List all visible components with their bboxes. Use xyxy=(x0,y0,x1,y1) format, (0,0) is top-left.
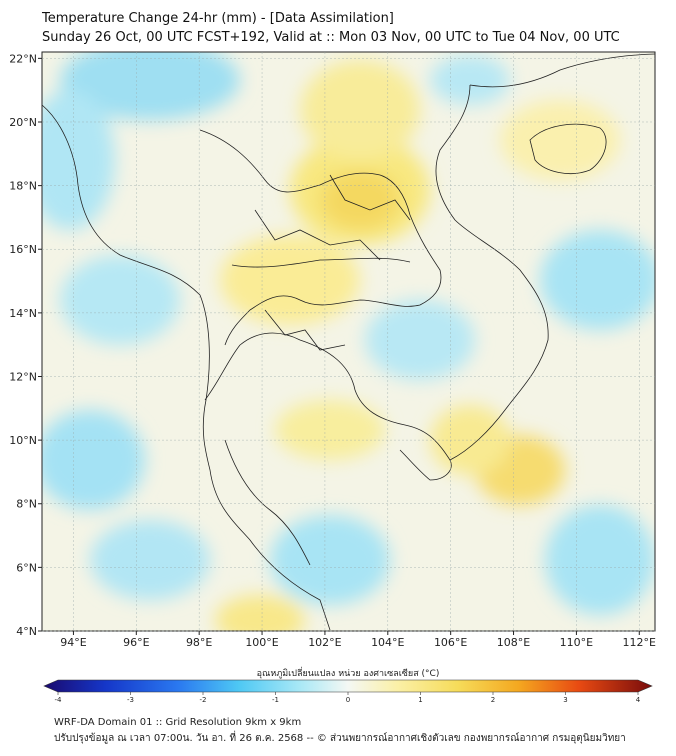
country-borders xyxy=(199,129,442,346)
lat-tick-label: 18°N xyxy=(9,180,37,193)
colorbar-tick-label: 0 xyxy=(346,696,350,704)
lat-tick-label: 22°N xyxy=(9,52,37,65)
hot-anomaly xyxy=(320,170,400,230)
colorbar-tick-label: 2 xyxy=(491,696,495,704)
colorbar xyxy=(43,679,653,693)
cold-anomaly xyxy=(430,55,510,105)
cold-anomaly xyxy=(60,255,180,345)
coastline-vietnam xyxy=(435,84,549,461)
cold-anomaly xyxy=(90,520,210,600)
coastline-hainan xyxy=(529,123,607,174)
colorbar-ticks: -4 -3 -2 -1 0 1 2 3 4 xyxy=(55,692,641,704)
warm-anomaly xyxy=(275,400,385,460)
footer-credit: ปรับปรุงข้อมูล ณ เวลา 07:00น. วัน อา. ที… xyxy=(54,733,626,744)
lon-tick-label: 110°E xyxy=(560,636,593,649)
lon-tick-label: 106°E xyxy=(434,636,467,649)
map-title: Temperature Change 24-hr (mm) - [Data As… xyxy=(42,11,394,26)
lat-tick-label: 12°N xyxy=(9,370,37,383)
coastline-west xyxy=(42,104,331,631)
cold-anomaly xyxy=(60,52,240,120)
lat-tick-label: 6°N xyxy=(16,561,37,574)
lat-tick-label: 14°N xyxy=(9,307,37,320)
cold-anomaly xyxy=(42,90,115,230)
coastline-gulf xyxy=(204,332,452,481)
footer-model-info: WRF-DA Domain 01 :: Grid Resolution 9km … xyxy=(54,717,302,728)
cold-anomaly xyxy=(270,515,390,605)
lat-tick-label: 10°N xyxy=(9,434,37,447)
lat-tick-label: 16°N xyxy=(9,243,37,256)
map-subtitle: Sunday 26 Oct, 00 UTC FCST+192, Valid at… xyxy=(42,30,620,45)
colorbar-tick-label: -2 xyxy=(200,696,207,704)
lat-tick-label: 20°N xyxy=(9,116,37,129)
province-borders xyxy=(231,257,411,268)
colorbar-tick-label: 1 xyxy=(418,696,422,704)
province-borders xyxy=(254,209,381,261)
colorbar-tick-label: 3 xyxy=(563,696,567,704)
lon-tick-label: 102°E xyxy=(308,636,341,649)
plot-frame xyxy=(41,51,656,632)
latitude-ticks: 4°N 6°N 8°N 10°N 12°N 14°N 16°N 18°N 20°N 22°N xyxy=(9,52,42,638)
lon-tick-label: 94°E xyxy=(60,636,86,649)
lat-tick-label: 4°N xyxy=(16,625,37,638)
province-borders xyxy=(264,309,346,351)
warm-anomaly xyxy=(500,100,620,180)
longitude-ticks: 94°E 96°E 98°E 100°E 102°E 104°E 106°E 108°E 110… xyxy=(60,631,656,649)
graticule xyxy=(42,52,655,632)
colorbar-title: อุณหภูมิเปลี่ยนแปลง หน่วย องศาเซลเซียส (… xyxy=(257,666,440,679)
warm-anomaly xyxy=(220,235,360,325)
coastline-south-china xyxy=(469,53,655,88)
lon-tick-label: 104°E xyxy=(371,636,404,649)
warm-anomaly xyxy=(300,60,420,160)
lat-tick-label: 8°N xyxy=(16,498,37,511)
coastlines-and-borders xyxy=(42,53,655,631)
cold-anomaly xyxy=(540,230,655,330)
lon-tick-label: 108°E xyxy=(497,636,530,649)
province-borders xyxy=(329,174,411,221)
lon-tick-label: 112°E xyxy=(623,636,656,649)
cold-anomaly xyxy=(42,410,145,510)
cold-anomaly xyxy=(365,300,475,380)
colorbar-tick-label: -4 xyxy=(55,696,63,704)
lon-tick-label: 100°E xyxy=(245,636,278,649)
peninsula-borders xyxy=(224,439,311,566)
colorbar-tick-label: -1 xyxy=(272,696,279,704)
colorbar-tick-label: -3 xyxy=(127,696,134,704)
lon-tick-label: 96°E xyxy=(123,636,149,649)
colorbar-tick-label: 4 xyxy=(636,696,641,704)
cold-anomaly xyxy=(545,505,655,615)
lon-tick-label: 98°E xyxy=(186,636,212,649)
warm-anomaly xyxy=(215,595,305,631)
temperature-field xyxy=(42,52,655,631)
